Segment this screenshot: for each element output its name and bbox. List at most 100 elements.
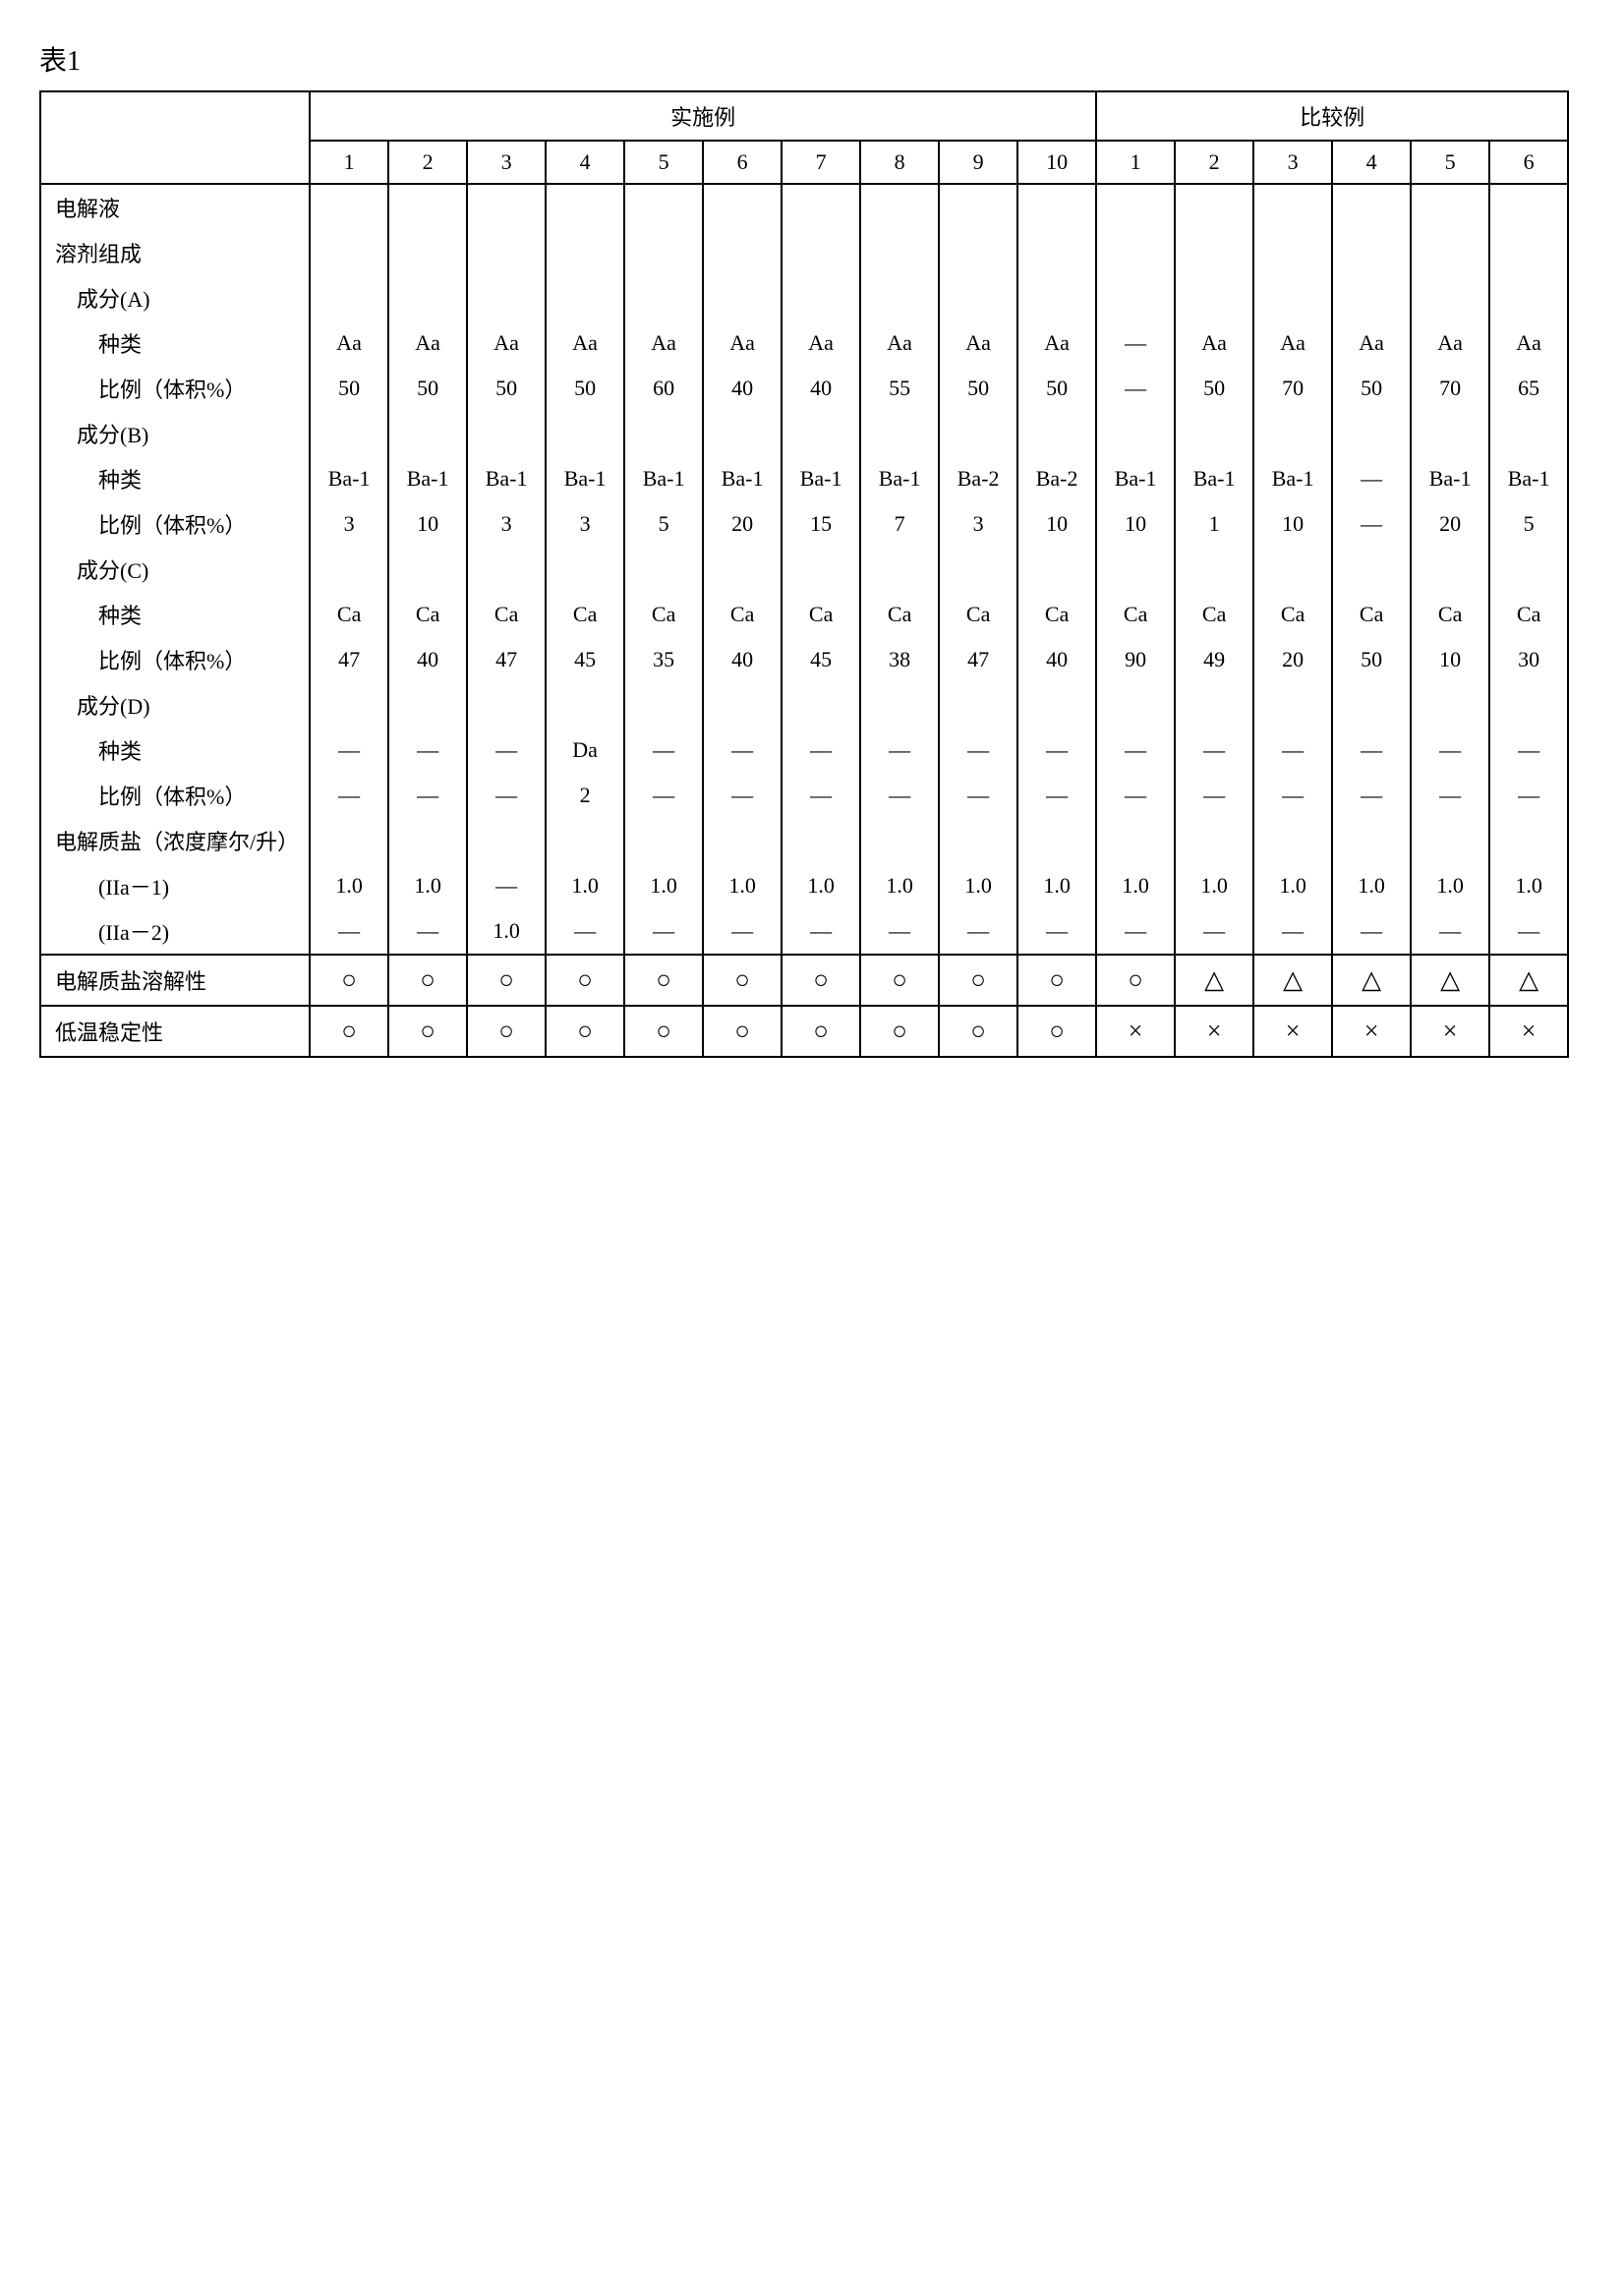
cell: — — [1332, 728, 1411, 773]
cell: ○ — [860, 1006, 939, 1057]
row-label: 种类 — [40, 592, 310, 637]
col-9: 9 — [939, 141, 1017, 184]
cell: 47 — [939, 637, 1017, 682]
cell — [1017, 230, 1096, 275]
cell: — — [1017, 773, 1096, 818]
cell: 40 — [388, 637, 467, 682]
cell: × — [1096, 1006, 1175, 1057]
cell: ○ — [624, 1006, 703, 1057]
cell: Ba-1 — [703, 456, 782, 501]
row-label: 比例（体积%） — [40, 366, 310, 411]
cell: 1.0 — [939, 863, 1017, 908]
cell — [939, 682, 1017, 728]
cell: 1 — [1175, 501, 1253, 547]
cell — [1096, 184, 1175, 230]
cell: 20 — [703, 501, 782, 547]
cell: 1.0 — [1332, 863, 1411, 908]
cell: — — [1332, 456, 1411, 501]
cell: ○ — [1017, 1006, 1096, 1057]
cell: — — [1253, 908, 1332, 955]
cell: Ca — [1017, 592, 1096, 637]
cell: Ba-1 — [1096, 456, 1175, 501]
cell — [1489, 184, 1568, 230]
cell: — — [310, 773, 388, 818]
cell — [860, 682, 939, 728]
cell: ○ — [782, 955, 860, 1006]
cell — [703, 411, 782, 456]
cell — [546, 818, 624, 863]
cell: Aa — [467, 320, 546, 366]
cell: Aa — [388, 320, 467, 366]
cell: 1.0 — [1411, 863, 1489, 908]
cell: 3 — [310, 501, 388, 547]
cell: — — [1096, 728, 1175, 773]
col-13: 3 — [1253, 141, 1332, 184]
cell — [860, 184, 939, 230]
cell: Ba-1 — [467, 456, 546, 501]
row-label: 种类 — [40, 456, 310, 501]
cell: — — [1253, 728, 1332, 773]
cell: Ba-1 — [310, 456, 388, 501]
cell — [546, 547, 624, 592]
cell: ○ — [546, 955, 624, 1006]
cell — [388, 818, 467, 863]
cell: 3 — [546, 501, 624, 547]
cell — [939, 184, 1017, 230]
cell: — — [703, 908, 782, 955]
cell — [467, 818, 546, 863]
cell: — — [1017, 908, 1096, 955]
col-2: 2 — [388, 141, 467, 184]
cell — [1411, 230, 1489, 275]
cell: 10 — [388, 501, 467, 547]
cell: Ca — [1411, 592, 1489, 637]
row-label: 低温稳定性 — [40, 1006, 310, 1057]
cell: Ca — [782, 592, 860, 637]
cell: Aa — [939, 320, 1017, 366]
cell: × — [1489, 1006, 1568, 1057]
cell: △ — [1489, 955, 1568, 1006]
cell: 50 — [1017, 366, 1096, 411]
cell: 60 — [624, 366, 703, 411]
cell: — — [860, 773, 939, 818]
cell — [546, 275, 624, 320]
cell: 38 — [860, 637, 939, 682]
cell: △ — [1332, 955, 1411, 1006]
col-10: 10 — [1017, 141, 1096, 184]
cell — [1175, 184, 1253, 230]
col-11: 1 — [1096, 141, 1175, 184]
cell: — — [860, 728, 939, 773]
cell — [1411, 818, 1489, 863]
cell — [310, 818, 388, 863]
cell: ○ — [939, 955, 1017, 1006]
cell: Ba-1 — [782, 456, 860, 501]
cell — [703, 547, 782, 592]
cell: Aa — [860, 320, 939, 366]
cell — [782, 411, 860, 456]
cell — [1253, 230, 1332, 275]
col-12: 2 — [1175, 141, 1253, 184]
cell: 50 — [388, 366, 467, 411]
cell — [782, 275, 860, 320]
cell: Ca — [467, 592, 546, 637]
cell: 10 — [1096, 501, 1175, 547]
cell: 1.0 — [860, 863, 939, 908]
table-body: 电解液 溶剂组成 成分(A) 种类AaAaAaAaAaAaAaAaAaAa—Aa… — [40, 184, 1568, 1057]
table-caption: 表1 — [39, 39, 1585, 79]
cell: — — [703, 728, 782, 773]
cell: — — [1411, 773, 1489, 818]
cell: × — [1411, 1006, 1489, 1057]
cell: ○ — [546, 1006, 624, 1057]
cell: 5 — [1489, 501, 1568, 547]
cell — [782, 818, 860, 863]
cell: Ca — [1096, 592, 1175, 637]
cell — [1175, 818, 1253, 863]
cell — [1096, 547, 1175, 592]
cell: 2 — [546, 773, 624, 818]
cell: — — [310, 728, 388, 773]
cell — [939, 230, 1017, 275]
cell — [1175, 411, 1253, 456]
cell — [1489, 411, 1568, 456]
cell: 50 — [467, 366, 546, 411]
cell: 10 — [1253, 501, 1332, 547]
cell: — — [1175, 908, 1253, 955]
